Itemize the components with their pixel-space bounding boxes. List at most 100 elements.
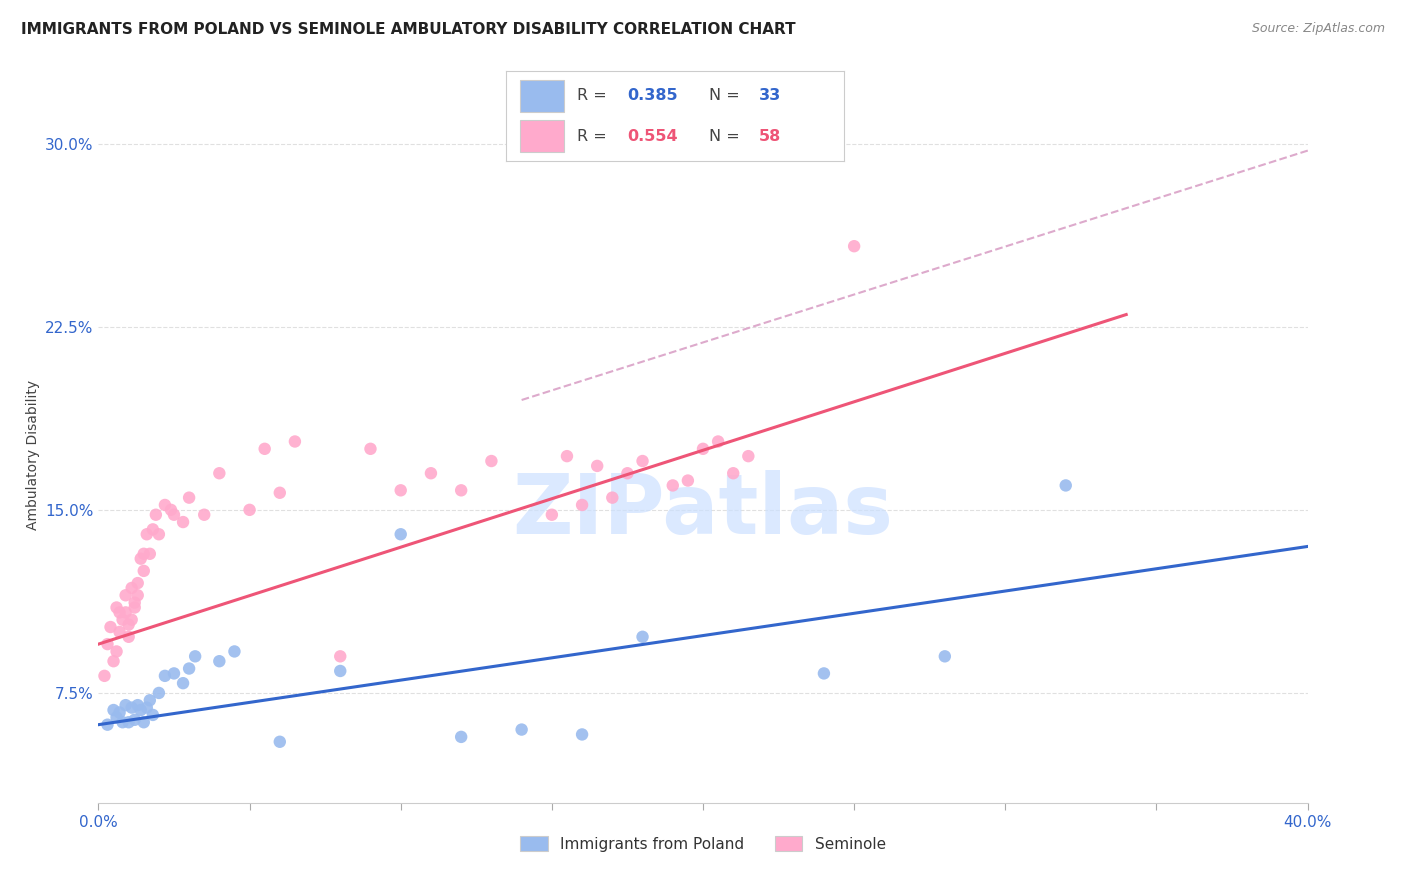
- Point: [224, 644, 246, 658]
- Point: [145, 508, 167, 522]
- Point: [631, 454, 654, 468]
- Point: [135, 527, 157, 541]
- Point: [105, 644, 128, 658]
- Point: [193, 508, 215, 522]
- Point: [389, 527, 412, 541]
- Point: [114, 606, 136, 620]
- Text: R =: R =: [576, 88, 612, 103]
- Point: [153, 498, 176, 512]
- Point: [108, 624, 131, 639]
- Point: [103, 703, 125, 717]
- Point: [121, 700, 143, 714]
- Point: [661, 478, 683, 492]
- Point: [139, 693, 162, 707]
- Y-axis label: Ambulatory Disability: Ambulatory Disability: [25, 380, 39, 530]
- Point: [127, 698, 149, 713]
- Point: [239, 503, 262, 517]
- Point: [148, 527, 170, 541]
- Point: [571, 498, 593, 512]
- Point: [121, 613, 143, 627]
- Point: [269, 485, 291, 500]
- Point: [602, 491, 624, 505]
- Point: [96, 717, 118, 731]
- Point: [142, 707, 165, 722]
- Point: [121, 581, 143, 595]
- Point: [844, 239, 866, 253]
- Point: [129, 551, 152, 566]
- Point: [737, 449, 759, 463]
- Point: [93, 669, 115, 683]
- Point: [105, 600, 128, 615]
- Point: [139, 547, 162, 561]
- FancyBboxPatch shape: [520, 120, 564, 152]
- Point: [813, 666, 835, 681]
- Text: 58: 58: [759, 128, 782, 144]
- Point: [118, 630, 141, 644]
- Point: [253, 442, 276, 456]
- Point: [631, 630, 654, 644]
- Text: 0.554: 0.554: [627, 128, 678, 144]
- Point: [127, 576, 149, 591]
- Point: [389, 483, 412, 498]
- Point: [160, 503, 183, 517]
- Point: [450, 730, 472, 744]
- Point: [124, 600, 146, 615]
- Point: [108, 706, 131, 720]
- Point: [269, 735, 291, 749]
- Point: [555, 449, 578, 463]
- Text: IMMIGRANTS FROM POLAND VS SEMINOLE AMBULATORY DISABILITY CORRELATION CHART: IMMIGRANTS FROM POLAND VS SEMINOLE AMBUL…: [21, 22, 796, 37]
- Point: [163, 666, 186, 681]
- Point: [132, 564, 155, 578]
- Point: [142, 522, 165, 536]
- Text: ZIPatlas: ZIPatlas: [513, 470, 893, 551]
- Point: [129, 703, 152, 717]
- Text: Source: ZipAtlas.com: Source: ZipAtlas.com: [1251, 22, 1385, 36]
- Point: [676, 474, 699, 488]
- Legend: Immigrants from Poland, Seminole: Immigrants from Poland, Seminole: [515, 830, 891, 858]
- Point: [118, 715, 141, 730]
- Point: [934, 649, 956, 664]
- Point: [329, 664, 352, 678]
- FancyBboxPatch shape: [520, 80, 564, 112]
- Point: [172, 676, 194, 690]
- Point: [114, 698, 136, 713]
- Point: [450, 483, 472, 498]
- Point: [586, 458, 609, 473]
- Point: [723, 467, 745, 481]
- Point: [329, 649, 352, 664]
- Point: [124, 596, 146, 610]
- Point: [179, 491, 201, 505]
- Point: [184, 649, 207, 664]
- Point: [707, 434, 730, 449]
- Point: [111, 715, 134, 730]
- Point: [114, 588, 136, 602]
- Point: [208, 654, 231, 668]
- Text: 0.385: 0.385: [627, 88, 678, 103]
- Point: [284, 434, 307, 449]
- Point: [111, 613, 134, 627]
- Point: [148, 686, 170, 700]
- Text: R =: R =: [576, 128, 612, 144]
- Point: [481, 454, 503, 468]
- Text: N =: N =: [709, 128, 745, 144]
- Point: [1054, 478, 1077, 492]
- Point: [108, 606, 131, 620]
- Point: [103, 654, 125, 668]
- Point: [105, 710, 128, 724]
- Point: [124, 713, 146, 727]
- Point: [100, 620, 122, 634]
- Point: [360, 442, 382, 456]
- Point: [172, 515, 194, 529]
- Point: [163, 508, 186, 522]
- Point: [420, 467, 443, 481]
- Point: [179, 661, 201, 675]
- Point: [132, 547, 155, 561]
- Point: [692, 442, 714, 456]
- Point: [96, 637, 118, 651]
- Point: [540, 508, 562, 522]
- Point: [208, 467, 231, 481]
- Text: 33: 33: [759, 88, 782, 103]
- Point: [616, 467, 638, 481]
- Text: N =: N =: [709, 88, 745, 103]
- Point: [153, 669, 176, 683]
